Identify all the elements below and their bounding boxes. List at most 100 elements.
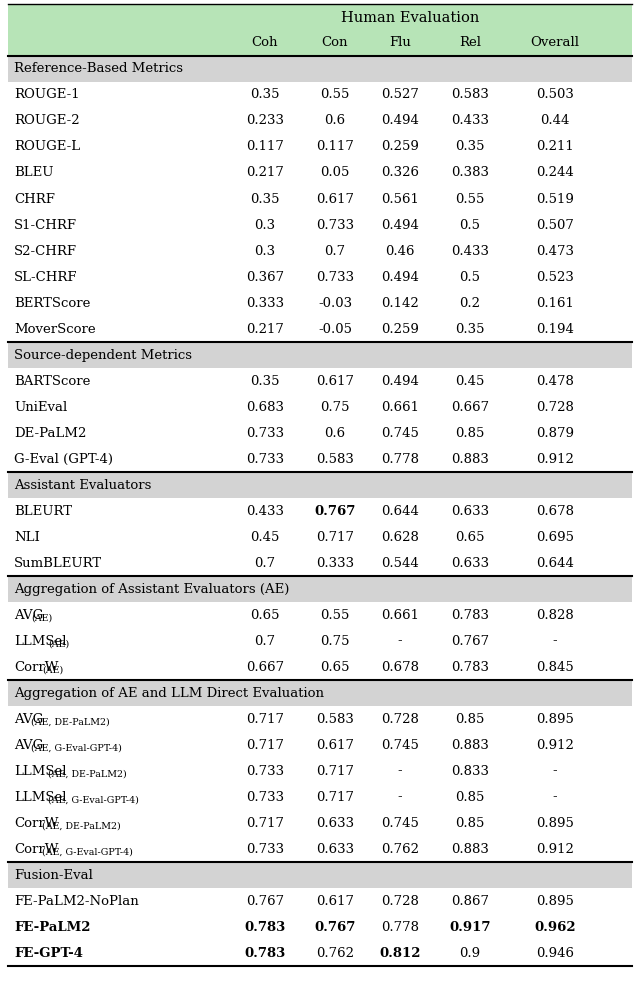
Text: 0.617: 0.617: [316, 192, 354, 205]
Text: 0.678: 0.678: [536, 504, 574, 517]
Text: 0.55: 0.55: [320, 89, 349, 102]
Text: (AE, DE-PaLM2): (AE, DE-PaLM2): [31, 718, 110, 727]
Text: G-Eval (GPT-4): G-Eval (GPT-4): [14, 453, 113, 466]
Text: 0.683: 0.683: [246, 401, 284, 414]
Text: ROUGE-1: ROUGE-1: [14, 89, 79, 102]
Text: 0.583: 0.583: [451, 89, 489, 102]
Text: FE-GPT-4: FE-GPT-4: [14, 946, 83, 959]
Text: 0.161: 0.161: [536, 296, 574, 309]
Text: 0.717: 0.717: [316, 791, 354, 804]
Text: FE-PaLM2: FE-PaLM2: [14, 920, 90, 933]
Text: 0.617: 0.617: [316, 739, 354, 752]
Text: 0.194: 0.194: [536, 322, 574, 336]
Text: 0.65: 0.65: [250, 608, 280, 621]
Text: 0.917: 0.917: [449, 920, 491, 933]
Text: (AE, DE-PaLM2): (AE, DE-PaLM2): [48, 770, 127, 779]
Text: 0.678: 0.678: [381, 660, 419, 674]
Text: 0.3: 0.3: [255, 244, 276, 257]
Text: Con: Con: [322, 36, 348, 49]
Text: 0.728: 0.728: [536, 401, 574, 414]
Text: -: -: [553, 791, 557, 804]
Text: 0.812: 0.812: [380, 946, 420, 959]
Text: 0.912: 0.912: [536, 842, 574, 855]
Text: 0.85: 0.85: [455, 791, 484, 804]
Text: AVG: AVG: [14, 608, 44, 621]
Text: (AE, G-Eval-GPT-4): (AE, G-Eval-GPT-4): [31, 744, 122, 753]
Text: 0.326: 0.326: [381, 166, 419, 179]
Text: Assistant Evaluators: Assistant Evaluators: [14, 479, 152, 492]
Text: 0.912: 0.912: [536, 739, 574, 752]
Text: 0.778: 0.778: [381, 453, 419, 466]
Text: 0.507: 0.507: [536, 218, 574, 231]
Text: 0.55: 0.55: [455, 192, 484, 205]
Text: 0.244: 0.244: [536, 166, 574, 179]
Text: 0.717: 0.717: [246, 713, 284, 726]
Text: 0.883: 0.883: [451, 453, 489, 466]
Text: 0.883: 0.883: [451, 842, 489, 855]
Text: 0.628: 0.628: [381, 530, 419, 543]
Text: S2-CHRF: S2-CHRF: [14, 244, 77, 257]
Text: 0.35: 0.35: [250, 192, 280, 205]
Text: 0.767: 0.767: [314, 920, 356, 933]
Text: AVG: AVG: [14, 739, 44, 752]
Bar: [8, 576, 632, 602]
Text: 0.661: 0.661: [381, 401, 419, 414]
Text: 0.583: 0.583: [316, 713, 354, 726]
Text: 0.85: 0.85: [455, 817, 484, 830]
Text: 0.633: 0.633: [316, 817, 354, 830]
Bar: [8, 576, 632, 680]
Text: 0.833: 0.833: [451, 765, 489, 778]
Text: 0.745: 0.745: [381, 739, 419, 752]
Text: 0.733: 0.733: [246, 765, 284, 778]
Text: 0.733: 0.733: [316, 218, 354, 231]
Text: 0.745: 0.745: [381, 817, 419, 830]
Text: 0.85: 0.85: [455, 427, 484, 440]
Text: CorrW: CorrW: [14, 842, 58, 855]
Text: 0.433: 0.433: [451, 115, 489, 128]
Text: 0.44: 0.44: [540, 115, 570, 128]
Text: Fusion-Eval: Fusion-Eval: [14, 868, 93, 881]
Text: 0.544: 0.544: [381, 556, 419, 569]
Text: 0.333: 0.333: [316, 556, 354, 569]
Text: ROUGE-L: ROUGE-L: [14, 141, 80, 154]
Text: 0.783: 0.783: [244, 946, 285, 959]
Text: MoverScore: MoverScore: [14, 322, 95, 336]
Text: BLEU: BLEU: [14, 166, 54, 179]
Text: 0.762: 0.762: [316, 946, 354, 959]
Text: 0.503: 0.503: [536, 89, 574, 102]
Text: BERTScore: BERTScore: [14, 296, 90, 309]
Text: 0.733: 0.733: [246, 791, 284, 804]
Text: 0.46: 0.46: [385, 244, 415, 257]
Text: 0.895: 0.895: [536, 713, 574, 726]
Text: 0.527: 0.527: [381, 89, 419, 102]
Text: 0.733: 0.733: [316, 270, 354, 283]
Text: 0.45: 0.45: [455, 375, 484, 388]
Text: 0.633: 0.633: [451, 504, 489, 517]
Text: 0.65: 0.65: [320, 660, 349, 674]
Text: 0.828: 0.828: [536, 608, 574, 621]
Text: Aggregation of Assistant Evaluators (AE): Aggregation of Assistant Evaluators (AE): [14, 582, 289, 595]
Text: 0.7: 0.7: [255, 634, 276, 647]
Text: 0.35: 0.35: [250, 375, 280, 388]
Text: (AE): (AE): [31, 614, 52, 623]
Text: 0.233: 0.233: [246, 115, 284, 128]
Text: 0.45: 0.45: [250, 530, 280, 543]
Text: 0.142: 0.142: [381, 296, 419, 309]
Text: -: -: [553, 765, 557, 778]
Text: 0.7: 0.7: [255, 556, 276, 569]
Text: 0.35: 0.35: [455, 141, 484, 154]
Text: BLEURT: BLEURT: [14, 504, 72, 517]
Bar: [8, 56, 632, 82]
Text: UniEval: UniEval: [14, 401, 67, 414]
Text: 0.333: 0.333: [246, 296, 284, 309]
Text: 0.85: 0.85: [455, 713, 484, 726]
Text: 0.259: 0.259: [381, 322, 419, 336]
Text: CorrW: CorrW: [14, 817, 58, 830]
Bar: [8, 680, 632, 706]
Text: LLMSel: LLMSel: [14, 791, 67, 804]
Text: 0.494: 0.494: [381, 218, 419, 231]
Text: Flu: Flu: [389, 36, 411, 49]
Text: -: -: [397, 791, 403, 804]
Text: 0.783: 0.783: [244, 920, 285, 933]
Text: 0.728: 0.728: [381, 713, 419, 726]
